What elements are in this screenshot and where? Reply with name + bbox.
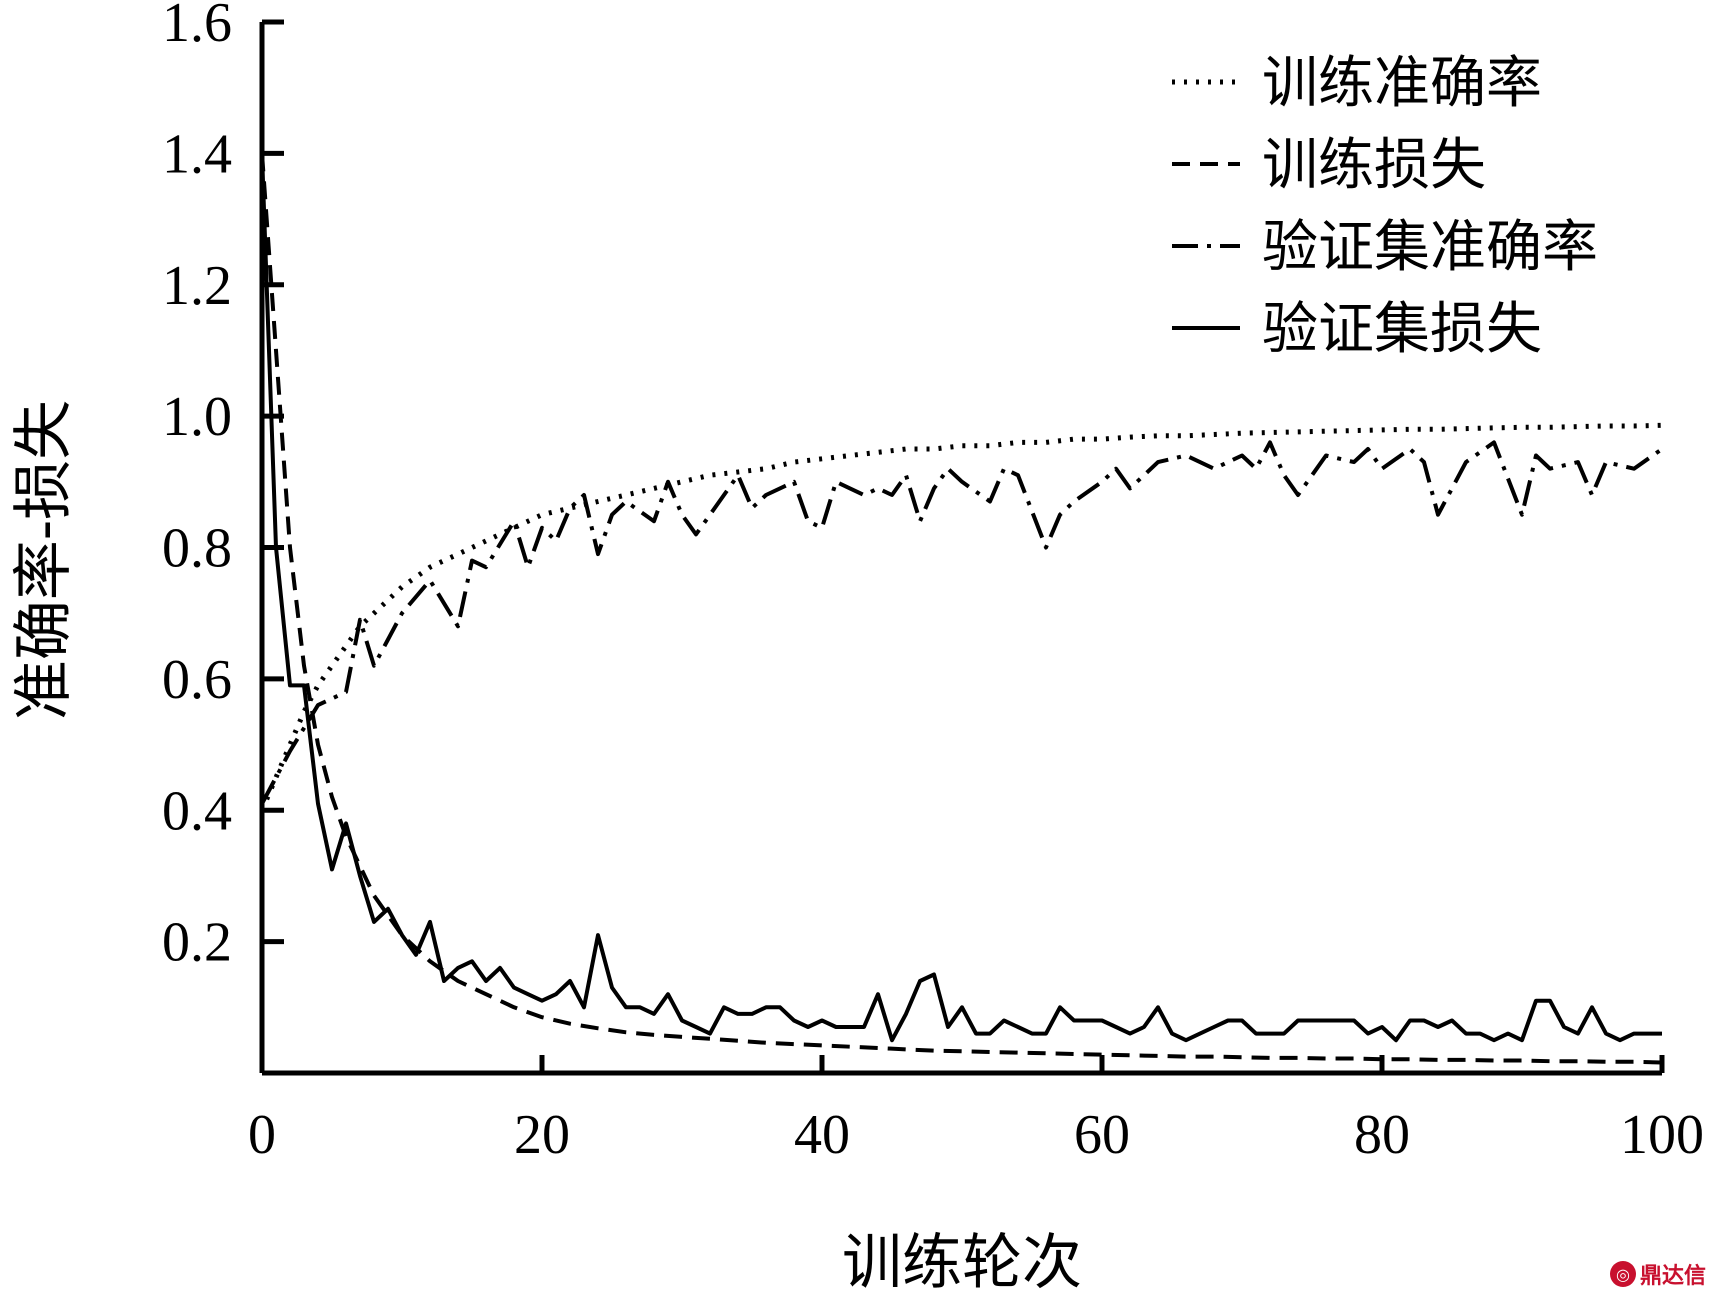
- watermark-text: 鼎达信: [1639, 1264, 1706, 1289]
- legend-label-2: 训练损失: [1262, 133, 1486, 198]
- y-tick-label: 1.6: [162, 0, 232, 54]
- y-tick-label: 0.2: [162, 912, 232, 974]
- x-axis-title: 训练轮次: [842, 1228, 1082, 1296]
- x-tick-label: 0: [248, 1104, 276, 1166]
- x-tick-label: 40: [794, 1104, 850, 1166]
- series-line-4: [260, 153, 1662, 1043]
- legend-label-4: 验证集损失: [1262, 297, 1542, 362]
- y-axis-title: 准确率-损失: [9, 400, 79, 720]
- ticks-layer: 0 20 40 60 80 100 0.2 0.4 0.6 0.8 1.0 1.2 1.4 1.6: [162, 0, 1704, 1166]
- y-tick-label: 1.2: [162, 255, 232, 317]
- y-tick-label: 0.4: [162, 780, 232, 842]
- legend-label-1: 训练准确率: [1262, 51, 1542, 116]
- y-tick-label: 1.4: [162, 123, 232, 185]
- series-line-2: [260, 153, 1663, 1065]
- x-tick-label: 20: [514, 1104, 570, 1166]
- y-tick-label: 1.0: [162, 386, 232, 448]
- series-layer: [259, 153, 1664, 1065]
- x-tick-label: 100: [1620, 1104, 1704, 1166]
- y-tick-label: 0.8: [162, 518, 232, 580]
- series-line-3: [260, 440, 1664, 805]
- x-tick-label: 60: [1074, 1104, 1130, 1166]
- watermark-logo-icon: ◎: [1609, 1261, 1636, 1287]
- y-tick-label: 0.6: [162, 649, 232, 711]
- x-tick-label: 80: [1354, 1104, 1410, 1166]
- legend-label-3: 验证集准确率: [1262, 215, 1598, 280]
- watermark: ◎ 鼎达信: [1609, 1258, 1706, 1290]
